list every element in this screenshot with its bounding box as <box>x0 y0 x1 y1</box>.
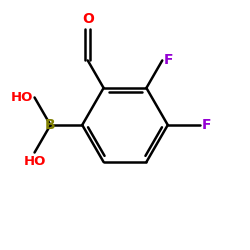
Text: F: F <box>164 54 174 68</box>
Text: B: B <box>45 118 56 132</box>
Text: F: F <box>202 118 211 132</box>
Text: O: O <box>82 12 94 26</box>
Text: HO: HO <box>23 155 46 168</box>
Text: HO: HO <box>11 91 33 104</box>
